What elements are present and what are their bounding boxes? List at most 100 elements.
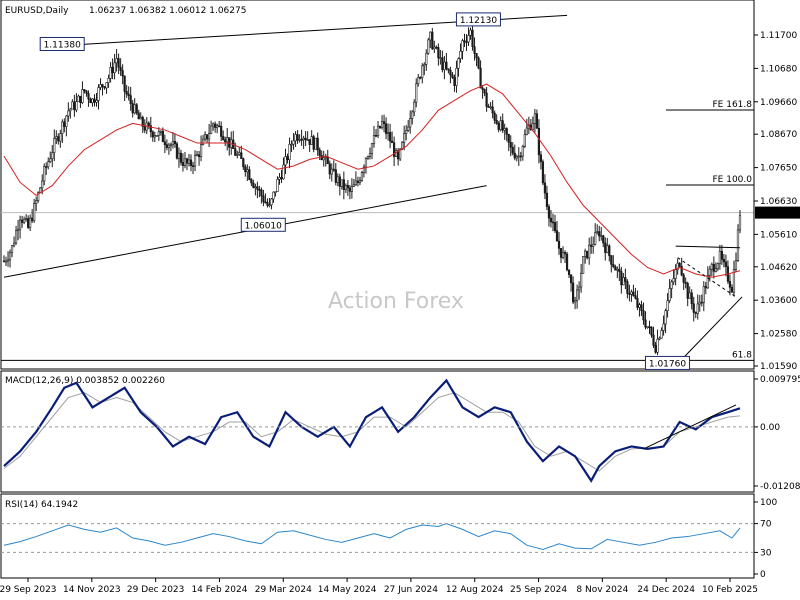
candle-body bbox=[199, 144, 203, 158]
candle-body bbox=[704, 286, 707, 289]
candle-body bbox=[274, 191, 277, 194]
date-tick-label: 8 Nov 2024 bbox=[576, 585, 628, 595]
candle-body bbox=[35, 200, 38, 204]
candle-body bbox=[378, 125, 382, 129]
candle-body bbox=[272, 191, 275, 200]
candle-body bbox=[590, 244, 593, 247]
date-tick-label: 27 Jun 2024 bbox=[384, 585, 438, 595]
candle-body bbox=[4, 260, 8, 263]
candle-body bbox=[336, 176, 339, 183]
candle-body bbox=[37, 192, 40, 201]
moving-average-line bbox=[3, 83, 741, 278]
candle-body bbox=[169, 144, 173, 147]
candle-body bbox=[248, 169, 251, 180]
candle-body bbox=[240, 152, 243, 159]
candle-body bbox=[2, 260, 6, 263]
candle-body bbox=[242, 158, 245, 168]
candle-body bbox=[614, 266, 617, 271]
candle-body bbox=[730, 286, 734, 293]
candle-body bbox=[708, 268, 711, 276]
candle-body bbox=[511, 146, 514, 154]
candle-body bbox=[222, 136, 225, 141]
candle-body bbox=[270, 198, 273, 206]
candle-body bbox=[507, 134, 510, 143]
candle-body bbox=[266, 202, 269, 206]
candle-body bbox=[499, 120, 502, 130]
candle-body bbox=[630, 291, 633, 295]
signal-line bbox=[3, 392, 741, 472]
ohlc-label: 1.06237 1.06382 1.06012 1.06275 bbox=[89, 6, 246, 16]
candle-body bbox=[447, 68, 450, 71]
price-tick-label: 1.02580 bbox=[760, 330, 797, 340]
level-label: FE 161.8 bbox=[713, 100, 753, 110]
candle-body bbox=[346, 185, 349, 189]
price-tick-label: 1.10680 bbox=[760, 64, 797, 74]
candle-body bbox=[131, 103, 134, 114]
candle-body bbox=[656, 338, 659, 353]
candle-body bbox=[53, 138, 56, 153]
candle-body bbox=[59, 133, 62, 142]
date-tick-label: 25 Sep 2024 bbox=[510, 585, 567, 595]
candle-body bbox=[391, 140, 394, 144]
candle-body bbox=[664, 310, 667, 325]
candle-body bbox=[710, 263, 713, 270]
price-tick-label: 1.07650 bbox=[760, 164, 797, 174]
candle-body bbox=[308, 139, 311, 145]
rsi-line bbox=[3, 523, 741, 551]
candle-body bbox=[340, 179, 343, 187]
candle-body bbox=[461, 40, 464, 52]
level-label: FE 100.0 bbox=[713, 175, 753, 185]
candle-body bbox=[724, 261, 728, 267]
candle-body bbox=[399, 148, 402, 160]
candle-body bbox=[588, 244, 591, 259]
candle-body bbox=[41, 180, 44, 189]
candle-body bbox=[51, 152, 54, 160]
rsi-tick-label: 100 bbox=[760, 498, 777, 508]
candle-body bbox=[483, 89, 486, 94]
candle-body bbox=[290, 143, 293, 146]
candle-body bbox=[238, 152, 241, 155]
candle-body bbox=[149, 125, 152, 133]
candle-body bbox=[380, 121, 384, 129]
candle-body bbox=[49, 158, 52, 162]
rsi-lines bbox=[3, 523, 741, 551]
candle-body bbox=[103, 86, 106, 89]
candle-body bbox=[220, 125, 223, 137]
candle-body bbox=[356, 180, 360, 184]
candle-body bbox=[696, 303, 699, 314]
candle-body bbox=[6, 259, 10, 262]
candle-body bbox=[437, 47, 440, 59]
date-tick-label: 10 Feb 2025 bbox=[702, 585, 758, 595]
candle-body bbox=[690, 292, 693, 305]
candle-body bbox=[519, 155, 522, 158]
candle-body bbox=[407, 126, 410, 131]
macd-title: MACD(12,26,9) 0.003852 0.002260 bbox=[5, 376, 165, 386]
candle-body bbox=[441, 57, 444, 71]
candle-body bbox=[117, 58, 120, 68]
candle-body bbox=[210, 125, 213, 134]
candle-body bbox=[384, 123, 388, 134]
rsi-panel-frame bbox=[0, 493, 755, 579]
date-tick-label: 29 Mar 2024 bbox=[255, 585, 312, 595]
candle-body bbox=[576, 289, 579, 301]
candle-body bbox=[680, 266, 683, 276]
candle-body bbox=[505, 128, 508, 135]
candle-body bbox=[732, 268, 736, 293]
candle-body bbox=[163, 141, 166, 145]
candle-body bbox=[147, 122, 150, 126]
candle-body bbox=[471, 29, 474, 47]
candle-body bbox=[89, 98, 92, 104]
candle-body bbox=[712, 263, 715, 272]
candle-body bbox=[195, 154, 199, 156]
candle-body bbox=[151, 131, 154, 138]
candle-body bbox=[119, 66, 122, 71]
candle-body bbox=[29, 217, 32, 228]
candle-body bbox=[191, 165, 195, 167]
candle-body bbox=[362, 166, 366, 173]
candle-body bbox=[698, 301, 701, 305]
candle-body bbox=[292, 140, 295, 145]
last-price-label: 1.06275 bbox=[757, 209, 794, 219]
candle-body bbox=[165, 144, 168, 148]
candle-body bbox=[250, 179, 253, 184]
candle-body bbox=[694, 312, 697, 314]
